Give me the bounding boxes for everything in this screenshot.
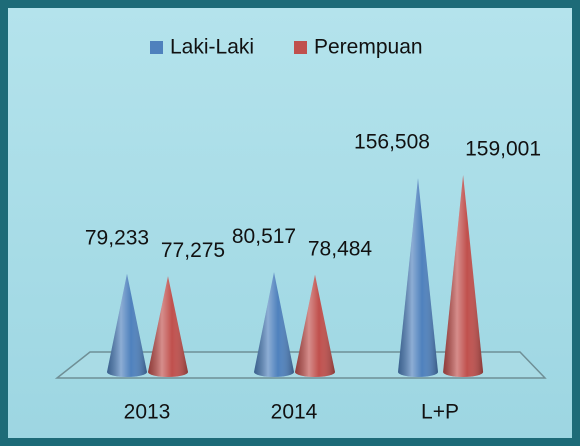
legend-swatch [294, 41, 307, 54]
data-label: 77,275 [161, 239, 225, 262]
cone-shading [148, 276, 188, 377]
legend-label: Perempuan [314, 36, 423, 59]
x-tick-label: 2014 [271, 401, 318, 424]
legend: Laki-Laki Perempuan [150, 36, 423, 59]
cone-shading [254, 272, 294, 377]
cone-shading [295, 274, 335, 377]
data-label: 79,233 [85, 226, 149, 249]
cone-shading [398, 178, 438, 377]
legend-swatch [150, 41, 163, 54]
cone-shading [443, 175, 484, 377]
data-label: 80,517 [232, 225, 296, 248]
data-label: 159,001 [465, 138, 541, 161]
legend-label: Laki-Laki [170, 36, 254, 59]
x-tick-label: 2013 [124, 401, 171, 424]
x-tick-label: L+P [421, 401, 459, 424]
data-label: 78,484 [308, 237, 373, 260]
plot-area: 2013 2014 L+P 79,233 77,275 80,517 78,484 156,5… [85, 131, 541, 424]
data-label: 156,508 [354, 131, 430, 154]
cone-shading [107, 273, 147, 377]
